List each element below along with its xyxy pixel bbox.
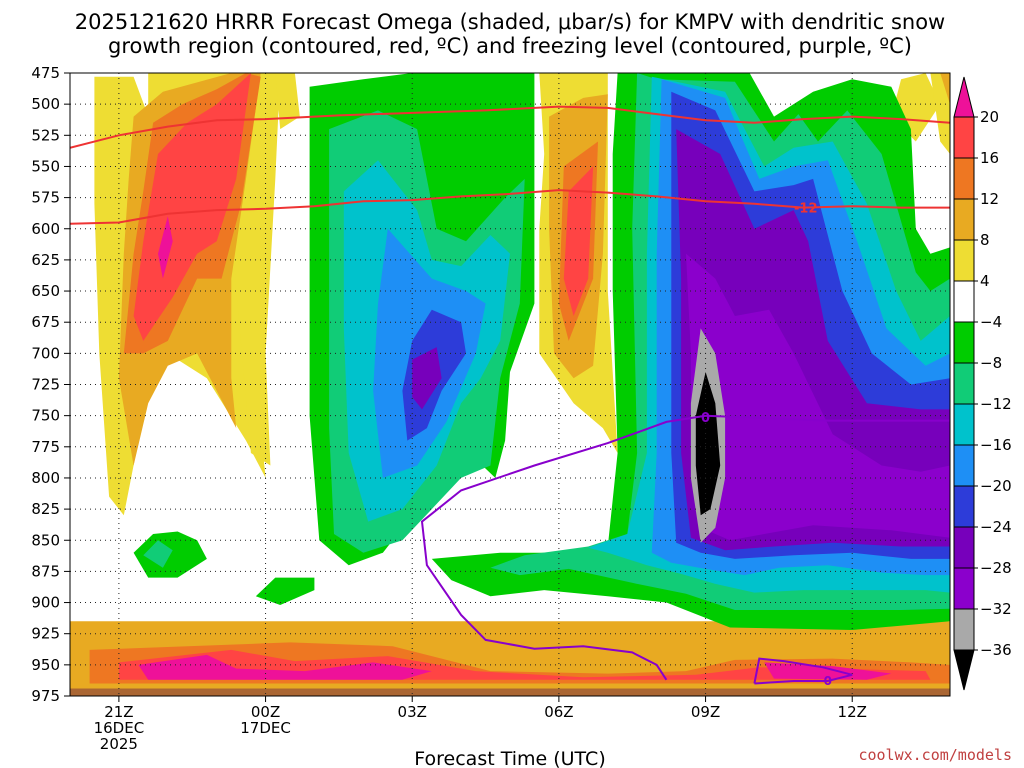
freezing-level-contour (420, 414, 950, 681)
colorbar-label: −12 (980, 395, 1012, 413)
colorbar: 20 16 12 8 4 −4 −8 −12 −16 −20 −24 −28 −32 −36 (953, 76, 1012, 691)
y-tick-label: 900 (31, 594, 60, 612)
freezing-level-contour (753, 657, 853, 685)
colorbar-label: 20 (980, 108, 999, 126)
colorbar-box (953, 280, 975, 323)
colorbar-label: −36 (980, 641, 1012, 659)
site-credit: coolwx.com/models (858, 746, 1012, 764)
y-tick-label: 575 (31, 189, 60, 207)
omega-region-c-4-8 (930, 73, 950, 154)
colorbar-label: 4 (980, 272, 990, 290)
omega-region-c-m12-m8 (143, 540, 173, 568)
y-tick-label: 475 (31, 64, 60, 82)
x-tick-label: 06Z (544, 703, 573, 721)
omega-region-c-ge-20 (158, 216, 173, 279)
colorbar-label: −4 (980, 313, 1002, 331)
omega-region-c-le-m36 (695, 372, 721, 516)
y-tick-label: 850 (31, 531, 60, 549)
y-axis: 475 500 525 550 575 600 625 650 675 700 725 750 775 8… (31, 64, 70, 705)
omega-region-c-8-12 (940, 73, 950, 105)
colorbar-box (953, 608, 975, 651)
x-axis-title: Forecast Time (UTC) (414, 748, 605, 768)
dendritic-lower-contour (70, 189, 950, 225)
y-tick-label: 625 (31, 251, 60, 269)
colorbar-label: −16 (980, 436, 1012, 454)
x-tick-label: 12Z (838, 703, 867, 721)
omega-region-c-m8-m4 (255, 577, 315, 605)
x-tick-label: 03Z (398, 703, 427, 721)
y-tick-label: 675 (31, 313, 60, 331)
y-tick-label: 725 (31, 376, 60, 394)
y-tick-label: 775 (31, 438, 60, 456)
y-tick-label: 700 (31, 344, 60, 362)
colorbar-box (953, 526, 975, 569)
colorbar-box (953, 485, 975, 528)
omega-region-c-ge-20 (764, 662, 892, 680)
colorbar-label: −28 (980, 559, 1012, 577)
colorbar-box (953, 567, 975, 610)
x-tick-label: 21Z (104, 703, 133, 721)
chart-title-line-2: growth region (contoured, red, ºC) and f… (108, 34, 912, 58)
colorbar-box (953, 116, 975, 159)
colorbar-label: −32 (980, 600, 1012, 618)
y-tick-label: 650 (31, 282, 60, 300)
colorbar-box (953, 157, 975, 200)
omega-region-c-16-20 (563, 166, 594, 316)
y-tick-label: 950 (31, 656, 60, 674)
y-tick-label: 600 (31, 220, 60, 238)
colorbar-cap-bottom (953, 649, 975, 691)
colorbar-box (953, 239, 975, 282)
contour-lines: -12 0 0 (70, 105, 950, 688)
plot-area (70, 73, 950, 696)
dendritic-contour-label: -12 (794, 202, 818, 217)
colorbar-label: −20 (980, 477, 1012, 495)
y-tick-label: 525 (31, 126, 60, 144)
ground-strip (70, 688, 950, 696)
colorbar-label: −24 (980, 518, 1012, 536)
colorbar-box (953, 198, 975, 241)
chart-title-line-1: 2025121620 HRRR Forecast Omega (shaded, … (75, 10, 945, 34)
omega-region-c-m28-m24 (412, 347, 442, 410)
omega-region-c-4-8 (275, 73, 300, 130)
colorbar-box (953, 362, 975, 405)
x-tick-label: 09Z (691, 703, 720, 721)
y-tick-label: 925 (31, 625, 60, 643)
omega-region-c-ge-20 (138, 654, 432, 680)
colorbar-cap-top (953, 76, 975, 118)
y-tick-label: 800 (31, 469, 60, 487)
y-tick-label: 500 (31, 95, 60, 113)
colorbar-label: 8 (980, 231, 990, 249)
colorbar-box (953, 444, 975, 487)
omega-region-c-m32-m28 (686, 253, 950, 541)
y-tick-label: 975 (31, 687, 60, 705)
x-tick-label: 16DEC (94, 719, 145, 737)
dendritic-upper-contour (70, 105, 950, 149)
colorbar-box (953, 321, 975, 364)
colorbar-label: −8 (980, 354, 1002, 372)
x-tick-label: 00Z (251, 703, 280, 721)
y-tick-label: 875 (31, 562, 60, 580)
x-tick-label: 2025 (100, 735, 138, 753)
y-tick-label: 550 (31, 157, 60, 175)
freezing-contour-label: 0 (824, 674, 832, 688)
colorbar-box (953, 403, 975, 446)
colorbar-label: 12 (980, 190, 999, 208)
y-tick-label: 750 (31, 407, 60, 425)
colorbar-label: 16 (980, 149, 999, 167)
x-tick-label: 17DEC (240, 719, 291, 737)
plot-grid (70, 73, 950, 696)
y-tick-label: 825 (31, 500, 60, 518)
freezing-contour-label: 0 (701, 411, 710, 426)
